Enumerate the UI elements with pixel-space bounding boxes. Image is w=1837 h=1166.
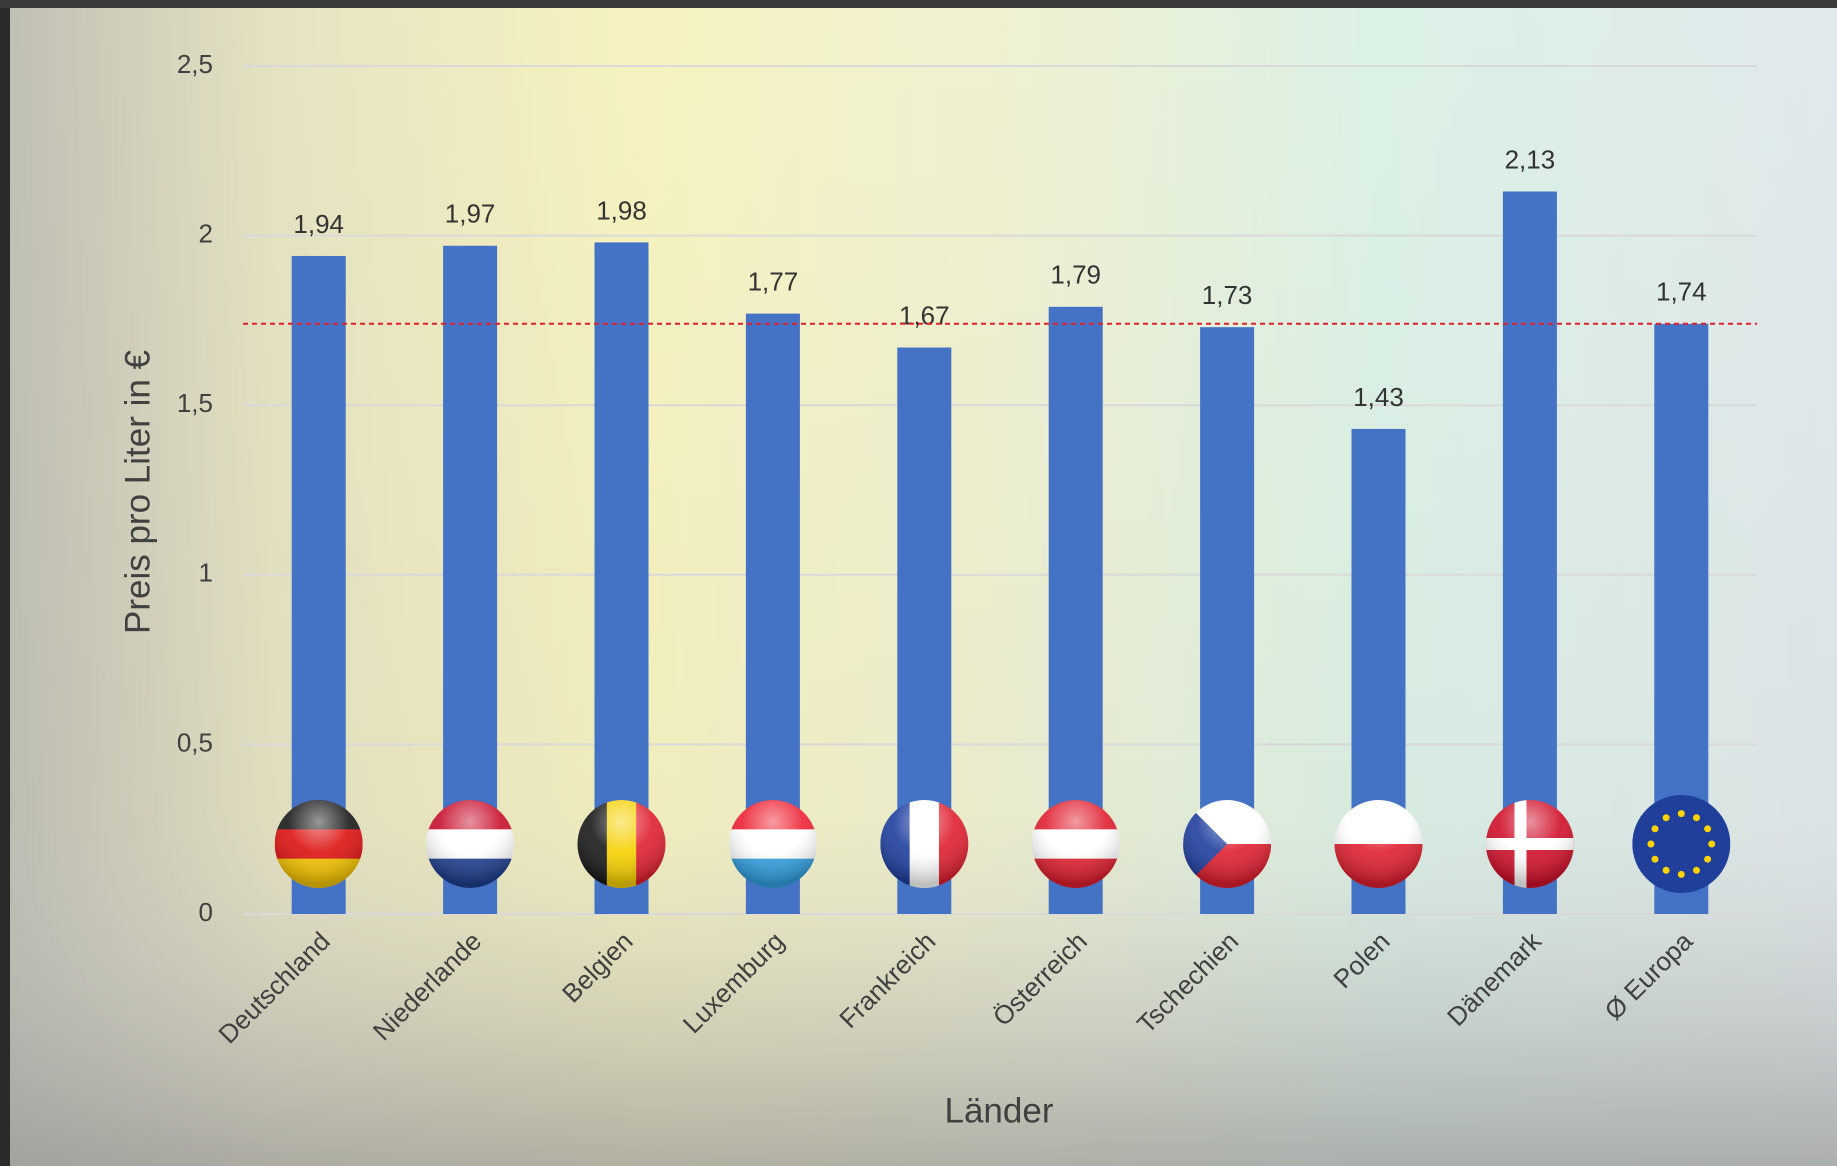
flag-star — [1692, 866, 1700, 874]
flag-gloss — [728, 800, 817, 888]
flag-star — [1708, 840, 1716, 848]
y-tick-label: 0,5 — [177, 727, 213, 757]
value-label: 1,67 — [899, 300, 950, 330]
flag-field — [1632, 795, 1731, 893]
x-axis-title: Länder — [945, 1091, 1054, 1130]
value-label: 1,98 — [596, 195, 647, 225]
value-label: 1,43 — [1353, 382, 1404, 412]
frame-top — [0, 0, 1837, 8]
flag-star — [1677, 870, 1685, 878]
flag — [1632, 795, 1731, 893]
flag-star — [1704, 855, 1712, 863]
flag — [1485, 800, 1574, 888]
flag — [426, 800, 515, 888]
flag-star — [1692, 814, 1700, 822]
flag-gloss — [426, 800, 515, 888]
flag-gloss — [1031, 800, 1120, 888]
flag-star — [1647, 840, 1655, 848]
value-label: 1,79 — [1050, 260, 1101, 290]
value-label: 2,13 — [1505, 144, 1556, 174]
flag-star — [1662, 814, 1670, 822]
flag-gloss — [1334, 800, 1423, 888]
flag-star — [1704, 825, 1712, 833]
value-label: 1,77 — [748, 266, 799, 296]
frame-left — [0, 0, 10, 1166]
flag-star — [1677, 810, 1685, 818]
y-tick-label: 2,5 — [177, 49, 213, 79]
flag-gloss — [1485, 800, 1574, 888]
flag-star — [1651, 825, 1659, 833]
y-axis-title: Preis pro Liter in € — [118, 350, 157, 634]
y-tick-label: 0 — [199, 897, 213, 927]
y-tick-label: 1,5 — [177, 388, 213, 418]
flag-gloss — [577, 800, 666, 888]
flag-gloss — [1183, 800, 1272, 888]
flag — [274, 800, 363, 888]
flag-star — [1662, 866, 1670, 874]
flag-gloss — [880, 800, 969, 888]
value-label: 1,74 — [1656, 277, 1707, 307]
value-label: 1,73 — [1202, 280, 1253, 310]
value-label: 1,94 — [293, 209, 344, 239]
flag — [1183, 800, 1272, 888]
plot-area: 00,511,522,51,94Deutschland1,97Niederlan… — [177, 49, 1757, 1049]
bar — [1502, 191, 1557, 914]
y-tick-label: 1 — [199, 558, 213, 588]
y-tick-label: 2 — [199, 218, 213, 248]
flag-gloss — [274, 800, 363, 888]
value-label: 1,97 — [445, 199, 496, 229]
flag-star — [1651, 855, 1659, 863]
